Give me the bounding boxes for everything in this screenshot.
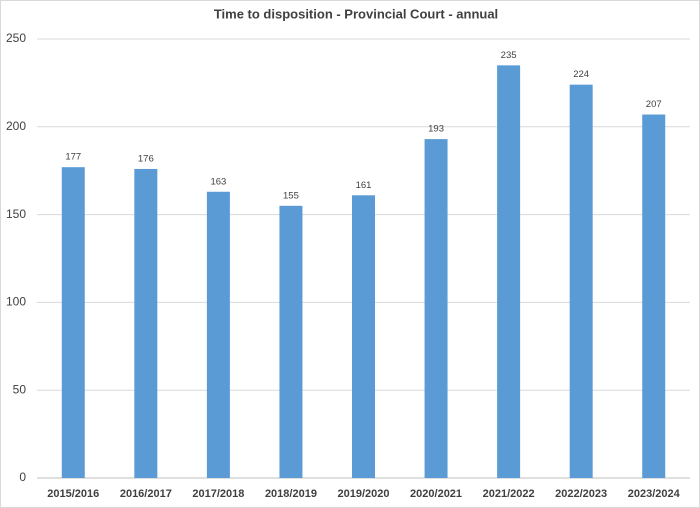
x-tick-label: 2018/2019 (265, 488, 317, 500)
value-label: 155 (283, 190, 299, 201)
bar (61, 167, 85, 479)
bar (352, 195, 375, 478)
bar (279, 205, 303, 478)
y-tick-label: 0 (19, 470, 26, 484)
x-tick-label: 2015/2016 (47, 488, 99, 500)
y-tick-label: 50 (13, 382, 27, 396)
value-label: 161 (356, 180, 372, 191)
y-tick-label: 150 (6, 207, 26, 221)
value-label: 163 (210, 176, 226, 187)
value-label: 193 (428, 124, 444, 135)
y-tick-label: 100 (6, 295, 26, 309)
bar (206, 191, 230, 478)
x-tick-label: 2019/2020 (338, 488, 390, 500)
x-tick-label: 2016/2017 (120, 488, 172, 500)
value-label: 235 (501, 50, 517, 61)
x-tick-label: 2022/2023 (555, 488, 607, 500)
chart-title: Time to disposition - Provincial Court -… (214, 6, 498, 21)
y-tick-label: 250 (6, 31, 26, 45)
y-tick-label: 200 (6, 119, 26, 133)
value-label: 177 (65, 152, 81, 163)
x-tick-label: 2021/2022 (483, 488, 535, 500)
bar (424, 139, 448, 479)
value-label: 176 (138, 153, 154, 164)
x-tick-label: 2017/2018 (192, 488, 244, 500)
bar (642, 114, 666, 479)
value-label: 224 (573, 69, 589, 80)
value-label: 207 (646, 99, 662, 110)
bar (497, 65, 521, 478)
x-tick-label: 2020/2021 (410, 488, 462, 500)
x-tick-label: 2023/2024 (628, 488, 681, 500)
bar (569, 84, 593, 478)
bar (134, 168, 158, 478)
